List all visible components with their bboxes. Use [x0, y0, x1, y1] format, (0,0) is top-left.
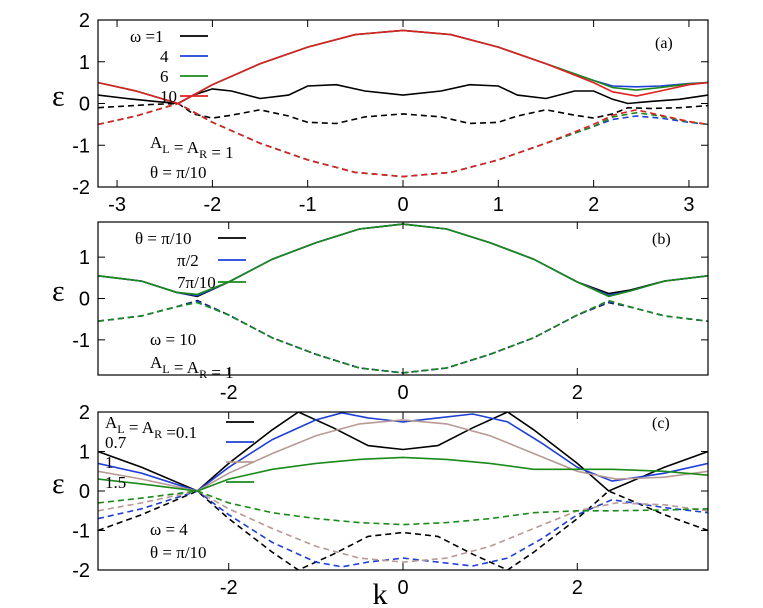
x-tick-label: 2 — [588, 194, 599, 216]
series-0-lower-line — [98, 102, 708, 125]
y-tick-label: 2 — [79, 10, 90, 32]
plot-frame — [97, 19, 709, 188]
legend-label: 1.5 — [105, 473, 126, 492]
y-tick-label: -2 — [72, 177, 90, 199]
legend-label: π/2 — [177, 251, 199, 270]
x-axis-label: k — [373, 578, 388, 608]
series-1-lower-line — [98, 490, 708, 568]
legend-label: 4 — [160, 47, 169, 66]
y-tick-label: 1 — [79, 247, 90, 269]
series-3-upper-line — [98, 29, 708, 105]
x-tick-label: 0 — [397, 382, 408, 404]
y-tick-label: 1 — [79, 52, 90, 74]
annotation: ω = 10 — [150, 330, 196, 349]
y-tick-label: -2 — [72, 560, 90, 582]
y-tick-label: -1 — [72, 521, 90, 543]
x-tick-label: 3 — [683, 194, 694, 216]
series-2-upper-line — [98, 419, 708, 492]
panel-b: -2 0 2 -1 0 1ε (b) θ = π/10 π/2 7π/10 ω = 10 AL = A… — [52, 221, 709, 404]
x-tick-label: -3 — [108, 194, 126, 216]
y-tick-label: 0 — [79, 94, 90, 116]
y-axis-label: ε — [52, 80, 65, 113]
x-tick-label: -1 — [299, 194, 317, 216]
series-3-lower-line — [98, 490, 708, 526]
series-1-lower-line — [98, 102, 708, 178]
legend-label: 1 — [105, 453, 114, 472]
x-tick-label: -2 — [220, 382, 238, 404]
annotation: AL = AR = 1 — [150, 353, 234, 382]
y-axis-label: ε — [52, 275, 65, 308]
legend: AL = AR =0.10.711.5 — [105, 413, 254, 492]
annotation: ω = 4 — [150, 520, 188, 539]
x-tick-label: -2 — [203, 194, 221, 216]
y-tick-label: 1 — [79, 442, 90, 464]
annotation: θ = π/10 — [150, 163, 207, 182]
legend-label: θ = π/10 — [135, 229, 192, 248]
legend: θ = π/10 π/2 7π/10 — [135, 229, 246, 292]
legend-label: 6 — [160, 67, 169, 86]
legend-label: 0.7 — [105, 433, 127, 452]
x-tick-label: 2 — [572, 382, 583, 404]
plot-area — [98, 412, 708, 570]
x-tick-label: 2 — [572, 577, 583, 599]
x-tick-label: 1 — [493, 194, 504, 216]
panel-label: (b) — [652, 231, 671, 248]
y-tick-label: -1 — [72, 135, 90, 157]
plot-area — [98, 29, 708, 178]
legend-label: 7π/10 — [177, 273, 216, 292]
x-tick-label: -2 — [220, 577, 238, 599]
legend-label: AL = AR =0.1 — [105, 413, 197, 442]
annotation: AL = AR = 1 — [150, 133, 234, 162]
panel-label: (a) — [655, 35, 673, 52]
series-3-upper-line — [98, 456, 708, 492]
x-tick-label: 0 — [397, 577, 408, 599]
legend-label: 10 — [160, 87, 177, 106]
y-tick-label: 0 — [79, 289, 90, 311]
y-tick-label: 2 — [79, 402, 90, 424]
x-tick-label: 0 — [397, 194, 408, 216]
legend-label: ω =1 — [130, 27, 164, 46]
series-2-lower-line — [98, 102, 708, 178]
series-1-upper-line — [98, 412, 708, 492]
series-2-lower-line — [98, 490, 708, 563]
series-3-lower-line — [98, 102, 708, 178]
y-axis-label: ε — [52, 467, 65, 500]
annotation: θ = π/10 — [150, 543, 207, 562]
y-tick-label: -1 — [72, 330, 90, 352]
panel-label: (c) — [652, 415, 670, 432]
y-tick-label: 0 — [79, 481, 90, 503]
